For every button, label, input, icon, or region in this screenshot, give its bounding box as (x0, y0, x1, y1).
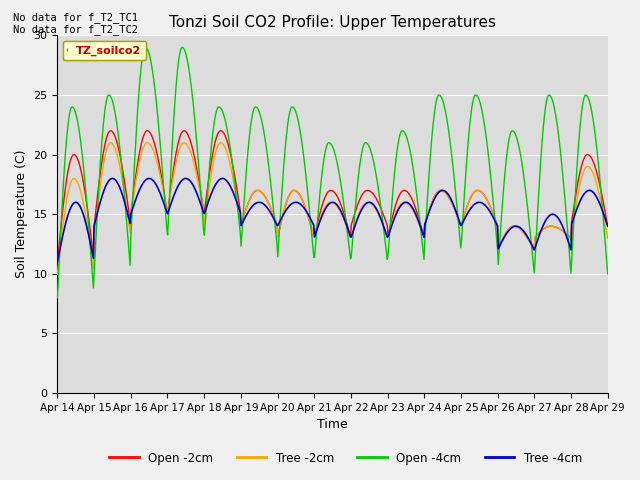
Legend: Open -2cm, Tree -2cm, Open -4cm, Tree -4cm: Open -2cm, Tree -2cm, Open -4cm, Tree -4… (104, 447, 587, 469)
X-axis label: Time: Time (317, 419, 348, 432)
Text: No data for f_T2_TC1: No data for f_T2_TC1 (13, 12, 138, 23)
Legend: TZ_soilco2: TZ_soilco2 (63, 41, 146, 60)
Title: Tonzi Soil CO2 Profile: Upper Temperatures: Tonzi Soil CO2 Profile: Upper Temperatur… (169, 15, 496, 30)
Text: No data for f_T2_TC2: No data for f_T2_TC2 (13, 24, 138, 35)
Y-axis label: Soil Temperature (C): Soil Temperature (C) (15, 150, 28, 278)
